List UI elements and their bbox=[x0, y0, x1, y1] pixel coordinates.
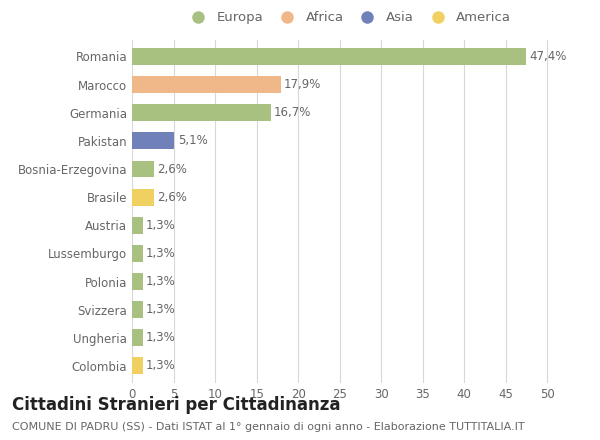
Text: 1,3%: 1,3% bbox=[146, 359, 176, 372]
Bar bbox=[132, 330, 143, 346]
Text: COMUNE DI PADRU (SS) - Dati ISTAT al 1° gennaio di ogni anno - Elaborazione TUTT: COMUNE DI PADRU (SS) - Dati ISTAT al 1° … bbox=[12, 422, 524, 433]
Text: 5,1%: 5,1% bbox=[178, 134, 208, 147]
Bar bbox=[132, 217, 143, 234]
Text: Cittadini Stranieri per Cittadinanza: Cittadini Stranieri per Cittadinanza bbox=[12, 396, 341, 414]
Text: 2,6%: 2,6% bbox=[157, 162, 187, 176]
Text: 1,3%: 1,3% bbox=[146, 219, 176, 232]
Bar bbox=[132, 104, 271, 121]
Text: 17,9%: 17,9% bbox=[284, 78, 322, 91]
Bar bbox=[132, 301, 143, 318]
Text: 2,6%: 2,6% bbox=[157, 191, 187, 204]
Legend: Europa, Africa, Asia, America: Europa, Africa, Asia, America bbox=[179, 6, 517, 29]
Text: 1,3%: 1,3% bbox=[146, 247, 176, 260]
Bar bbox=[132, 245, 143, 262]
Text: 16,7%: 16,7% bbox=[274, 106, 311, 119]
Bar bbox=[132, 76, 281, 93]
Bar bbox=[132, 48, 526, 65]
Bar bbox=[132, 273, 143, 290]
Bar bbox=[132, 132, 175, 149]
Text: 1,3%: 1,3% bbox=[146, 275, 176, 288]
Text: 47,4%: 47,4% bbox=[529, 50, 566, 63]
Bar bbox=[132, 357, 143, 374]
Text: 1,3%: 1,3% bbox=[146, 303, 176, 316]
Text: 1,3%: 1,3% bbox=[146, 331, 176, 344]
Bar bbox=[132, 161, 154, 177]
Bar bbox=[132, 189, 154, 205]
